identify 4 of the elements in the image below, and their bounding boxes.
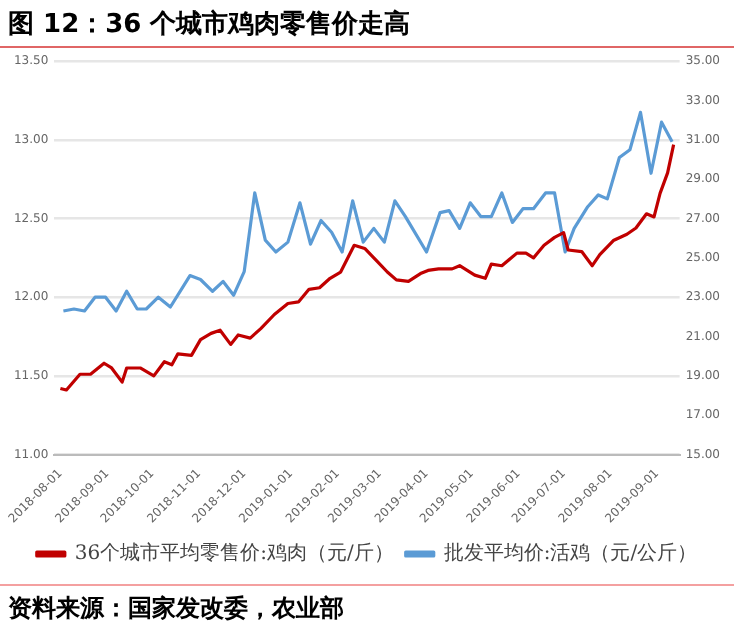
text: 资料来源：国家发改委，农业部 xyxy=(0,584,734,632)
chart-title: 图 12：36 个城市鸡肉零售价走高 xyxy=(0,0,734,48)
legend-label: 36个城市平均零售价:鸡肉（元/斤） xyxy=(74,541,394,566)
legend-label: 批发平均价:活鸡（元/公斤） xyxy=(443,541,698,566)
